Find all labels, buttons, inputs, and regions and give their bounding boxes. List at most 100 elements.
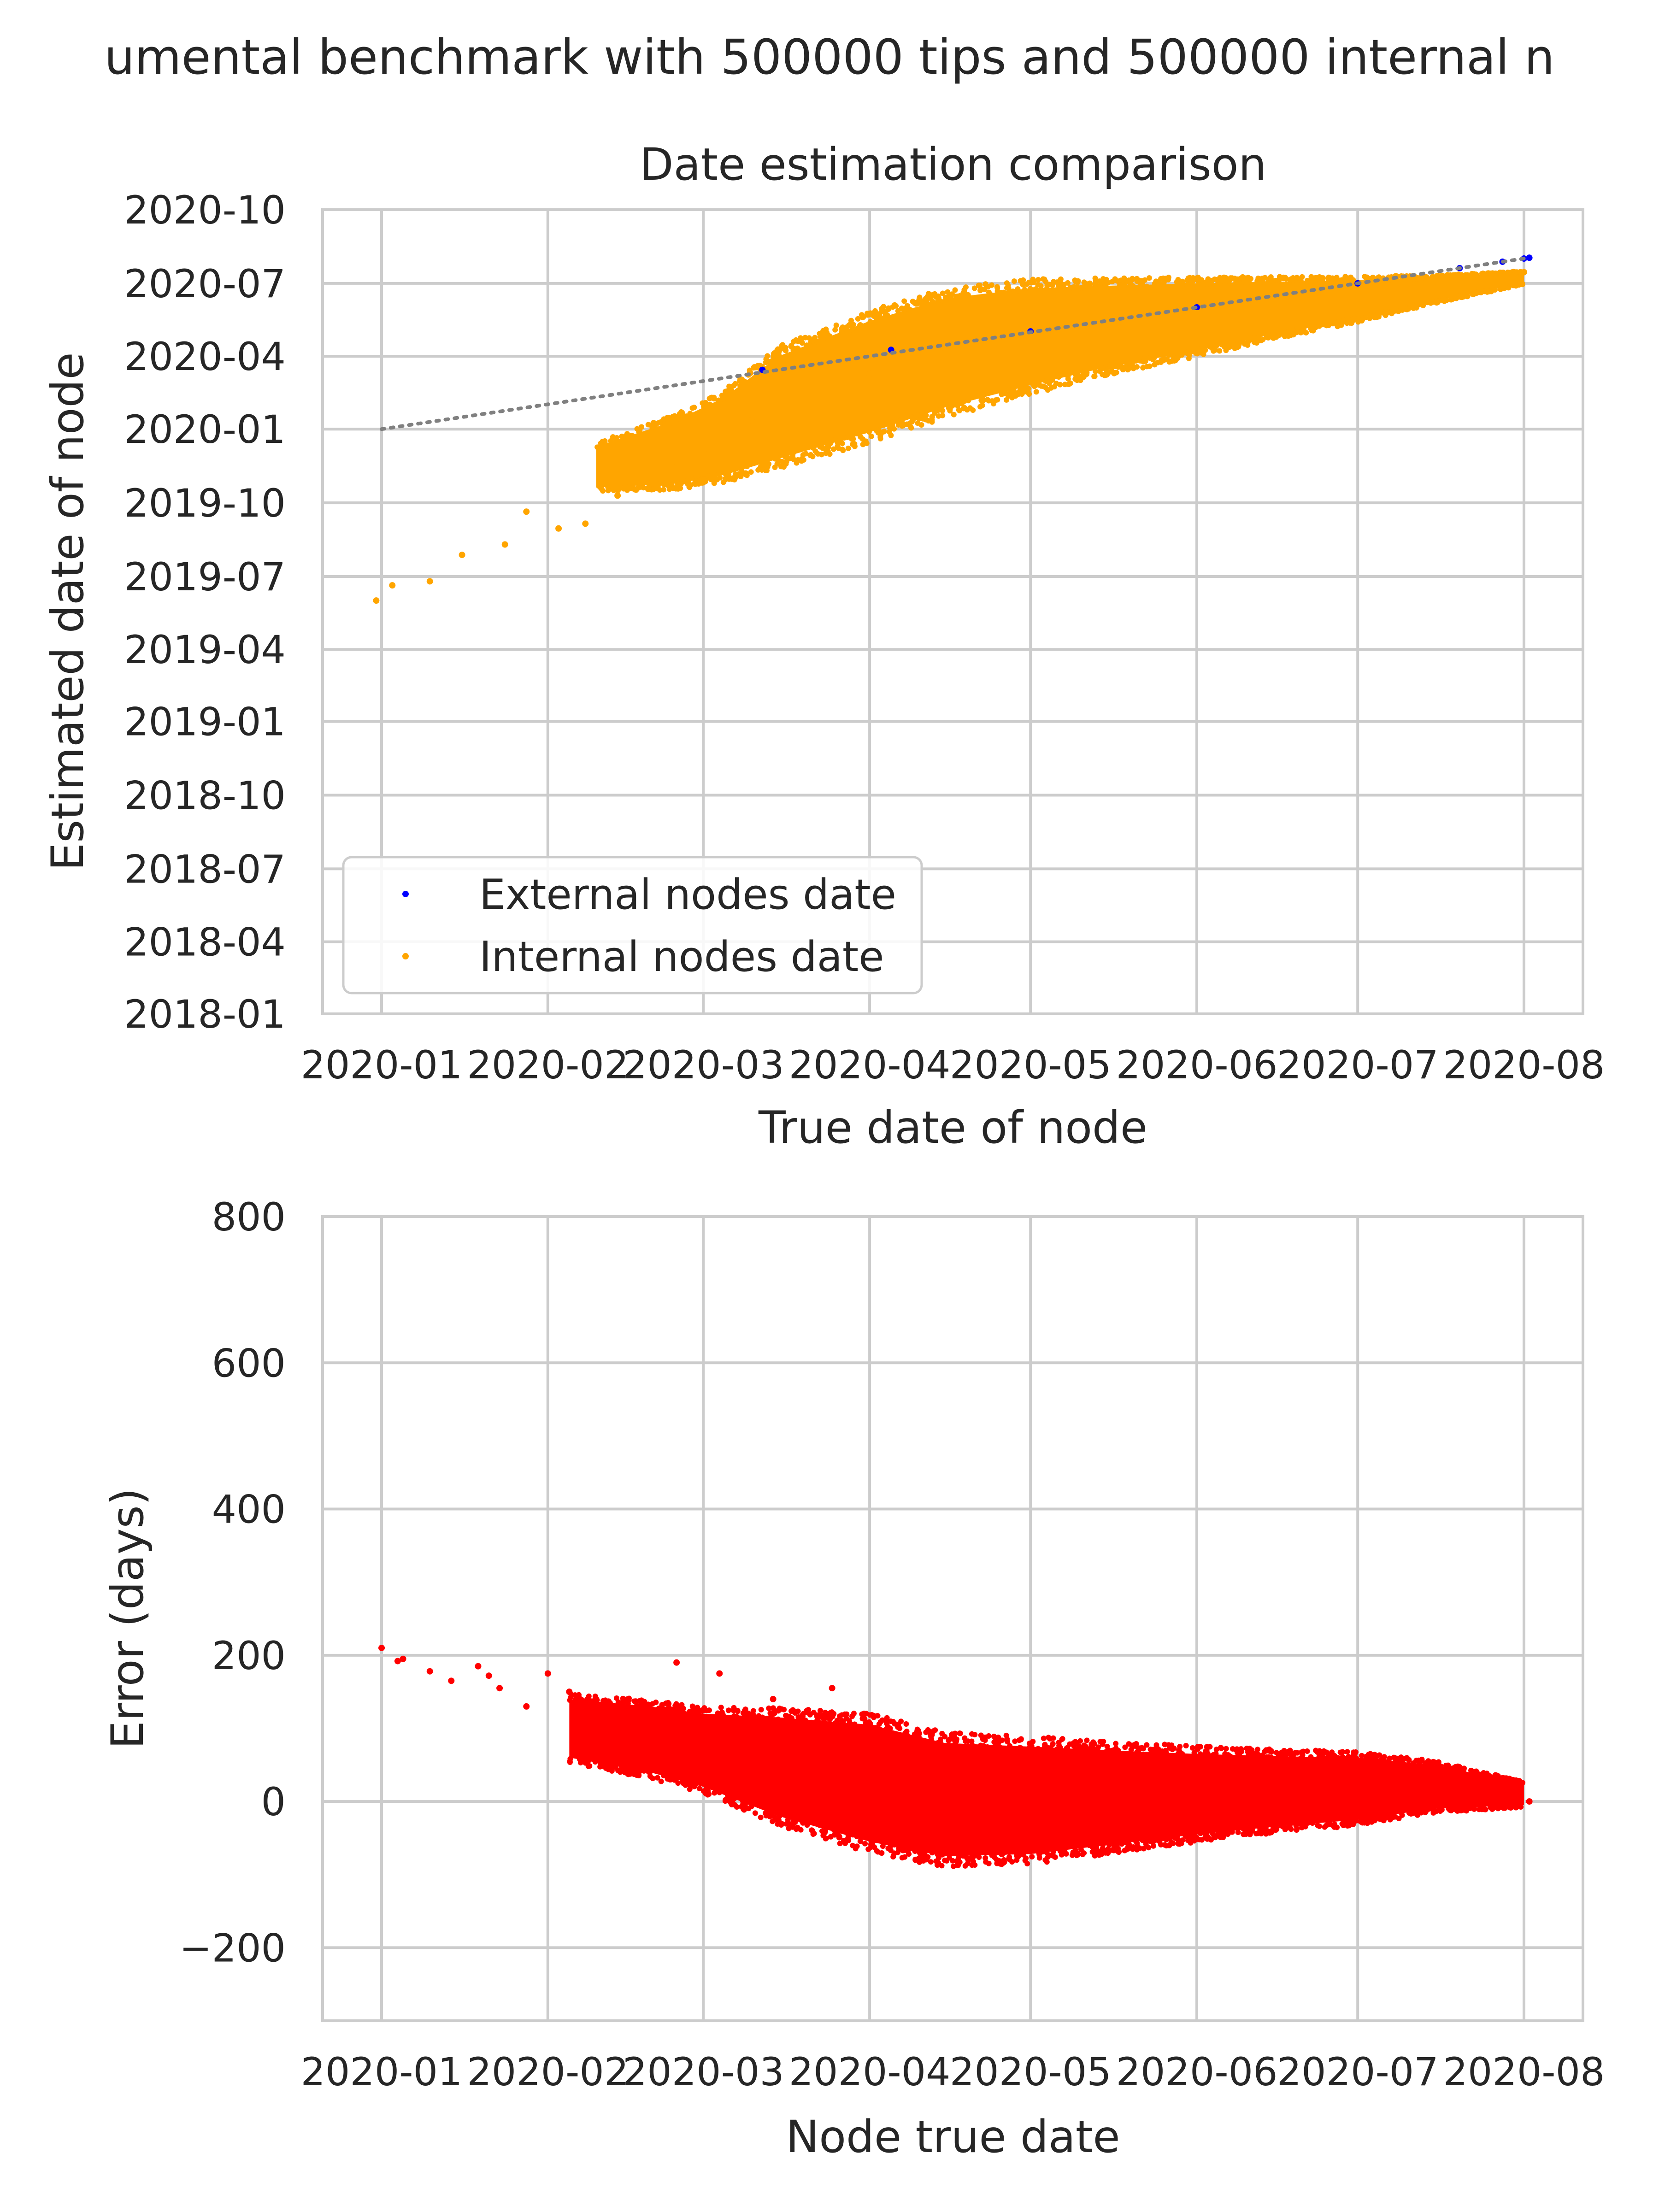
scatter-point [587,1763,593,1769]
scatter-point [1191,347,1197,353]
scatter-point [1031,383,1037,389]
scatter-point [930,301,936,307]
y-tick-label: 800 [212,1194,286,1240]
scatter-point [597,1764,603,1770]
scatter-point [835,1829,841,1835]
scatter-point [641,485,647,491]
scatter-point [1044,378,1050,384]
scatter-point [952,287,958,293]
top-chart-title: Date estimation comparison [640,139,1267,190]
scatter-point [1093,369,1099,375]
scatter-point [635,485,641,491]
scatter-point [718,1705,724,1711]
scatter-point [1213,1751,1219,1757]
scatter-point [722,471,728,477]
scatter-point [679,410,685,416]
scatter-point [883,1718,889,1724]
scatter-point [1080,1852,1086,1858]
scatter-point [555,525,562,532]
y-tick-label: 2018-10 [124,773,286,818]
scatter-point [1353,1818,1359,1824]
scatter-point [1204,1744,1210,1750]
scatter-point [1252,339,1258,345]
scatter-point [693,1781,699,1787]
scatter-point [877,1802,884,1809]
scatter-point [1086,1842,1092,1848]
scatter-point [1163,1837,1169,1843]
scatter-point [1437,1808,1443,1814]
scatter-point [1493,271,1499,276]
scatter-point [1007,1743,1013,1749]
scatter-point [1502,284,1508,290]
scatter-point [1080,374,1086,380]
scatter-point [1144,1742,1150,1748]
scatter-point [1056,374,1062,380]
scatter-point [1108,362,1114,368]
scatter-point [1204,1836,1210,1842]
scatter-point [1447,1807,1453,1813]
scatter-point [1036,378,1042,384]
scatter-point [1045,387,1051,393]
scatter-point [1190,275,1196,281]
point-cloud [596,272,1524,488]
scatter-point [1480,1806,1486,1812]
scatter-point [1340,1754,1346,1760]
scatter-point [742,1706,748,1712]
scatter-point [1275,1754,1281,1760]
scatter-point [624,1764,629,1770]
scatter-point [890,419,896,425]
scatter-point [628,485,634,491]
scatter-point [676,1703,682,1709]
scatter-point [832,327,838,333]
scatter-point [1072,371,1078,377]
scatter-point [1221,274,1227,280]
scatter-point [960,1853,966,1859]
scatter-point [1507,1802,1513,1808]
scatter-point [1092,275,1098,281]
scatter-point [604,1701,610,1707]
scatter-point [1001,289,1007,295]
scatter-point [696,1712,702,1718]
y-tick-label: −200 [179,1925,286,1971]
scatter-point [1448,297,1454,303]
scatter-point [1408,1809,1414,1815]
scatter-point [1048,377,1054,383]
scatter-point [1006,390,1012,396]
scatter-point [1404,306,1410,312]
scatter-point [1235,1830,1241,1835]
scatter-point [1042,1741,1048,1747]
scatter-point [1097,284,1103,290]
scatter-point [652,422,658,428]
scatter-point [1241,340,1247,346]
scatter-point [986,1860,992,1866]
scatter-point [946,1738,952,1744]
scatter-point [1024,1861,1030,1867]
scatter-point [1392,1755,1398,1761]
scatter-point [744,464,750,470]
scatter-point [817,331,823,337]
scatter-point [954,399,960,405]
scatter-point [1103,372,1109,378]
top-legend: External nodes date Internal nodes date [342,856,923,994]
scatter-point [1396,1816,1402,1822]
scatter-point [1113,1741,1119,1747]
scatter-point [1344,1749,1350,1755]
scatter-point [1092,373,1098,379]
scatter-point [719,395,725,401]
scatter-point [1499,1803,1505,1809]
scatter-point [1324,323,1330,329]
scatter-point [625,1700,631,1706]
scatter-point [1488,271,1494,277]
scatter-point [1189,1745,1195,1751]
scatter-point [1300,1824,1306,1830]
scatter-point [373,597,380,604]
scatter-point [1520,269,1527,276]
scatter-point [1249,1828,1255,1834]
scatter-point [694,1706,700,1712]
scatter-point [854,1843,860,1849]
scatter-point [1321,1755,1327,1761]
scatter-point [904,1845,910,1851]
scatter-point [1244,1745,1250,1751]
scatter-point [378,1644,385,1651]
scatter-point [1461,1805,1467,1811]
